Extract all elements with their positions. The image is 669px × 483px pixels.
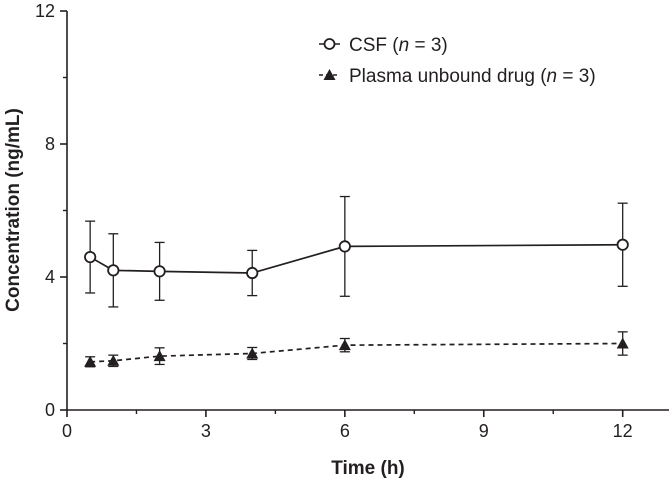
legend-n-value-csf: 3 xyxy=(431,35,442,56)
y-tick-label-12: 12 xyxy=(35,1,55,21)
point-plasma-4 xyxy=(246,347,259,359)
point-plasma-0.5 xyxy=(84,355,97,367)
x-tick-label-6: 6 xyxy=(340,421,350,441)
legend-n-value-plasma: 3 xyxy=(579,66,590,87)
legend-n-label-plasma: n xyxy=(547,66,558,87)
legend-label-plasma: Plasma unbound drug (n = 3) xyxy=(349,66,596,87)
legend-n-label-csf: n xyxy=(399,35,410,56)
x-axis-title: Time (h) xyxy=(331,458,405,479)
x-tick-label-9: 9 xyxy=(479,421,489,441)
legend-label-csf: CSF (n = 3) xyxy=(349,35,448,56)
plot-area: 0 4 8 12 0 3 6 9 12 xyxy=(35,1,669,441)
x-tick-label-12: 12 xyxy=(613,421,633,441)
point-plasma-6 xyxy=(338,339,351,351)
point-plasma-2 xyxy=(153,350,166,362)
legend-item-plasma: Plasma unbound drug (n = 3) xyxy=(319,66,596,87)
point-csf-4 xyxy=(246,266,259,280)
x-tick-label-0: 0 xyxy=(62,421,72,441)
series-csf xyxy=(84,195,629,308)
series-line-plasma xyxy=(90,342,623,363)
x-tick-label-3: 3 xyxy=(201,421,211,441)
series-line-csf xyxy=(89,243,623,274)
series-layer xyxy=(84,195,629,368)
axes: 0 4 8 12 0 3 6 9 12 xyxy=(35,1,633,441)
point-csf-6 xyxy=(338,240,351,253)
y-tick-label-8: 8 xyxy=(45,134,55,154)
y-axis-title: Concentration (ng/mL) xyxy=(3,108,24,312)
point-plasma-1 xyxy=(107,354,120,366)
y-tick-label-4: 4 xyxy=(45,267,55,287)
point-csf-12 xyxy=(616,238,629,251)
point-csf-1 xyxy=(107,264,120,277)
legend: CSF (n = 3) Plasma unbound drug (n = 3) xyxy=(319,35,596,87)
legend-name-csf: CSF xyxy=(349,35,387,56)
legend-marker-csf xyxy=(323,38,336,50)
point-plasma-12 xyxy=(616,337,629,349)
y-tick-label-0: 0 xyxy=(45,400,55,420)
legend-marker-plasma xyxy=(323,69,336,80)
legend-name-plasma: Plasma unbound drug xyxy=(349,66,535,87)
point-csf-2 xyxy=(153,265,166,278)
point-csf-0.5 xyxy=(84,250,97,264)
series-plasma xyxy=(84,331,629,368)
legend-item-csf: CSF (n = 3) xyxy=(319,35,448,56)
